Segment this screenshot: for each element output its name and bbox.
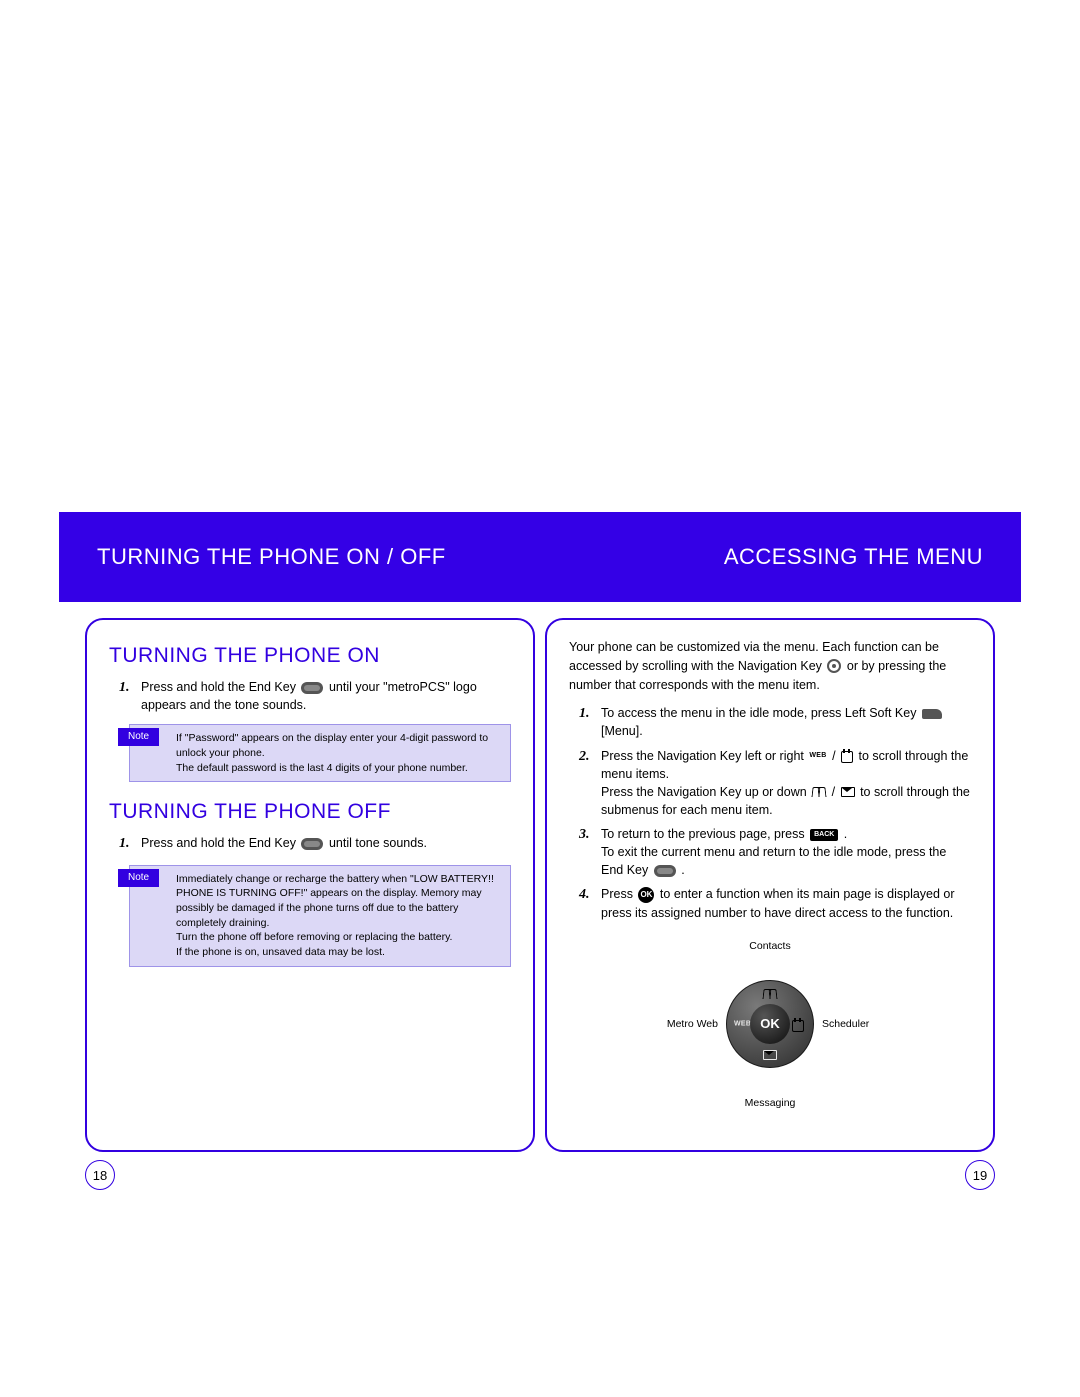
step-text: To return to the previous page, press BA…	[601, 825, 971, 879]
note-line: If the phone is on, unsaved data may be …	[176, 945, 500, 960]
step-text-a: To access the menu in the idle mode, pre…	[601, 706, 916, 720]
step-text: To access the menu in the idle mode, pre…	[601, 704, 971, 740]
step-number: 1.	[119, 834, 135, 854]
menu-step-3: 3. To return to the previous page, press…	[579, 825, 971, 879]
header-title-left: TURNING THE PHONE ON / OFF	[97, 544, 446, 570]
end-key-icon	[301, 682, 323, 694]
nav-label-metroweb: Metro Web	[667, 1018, 718, 1030]
note-box-battery: Note Immediately change or recharge the …	[129, 865, 511, 967]
page-number-19: 19	[965, 1160, 995, 1190]
menu-step-1: 1. To access the menu in the idle mode, …	[579, 704, 971, 740]
left-soft-key-icon	[922, 709, 942, 719]
step-phone-on-1: 1. Press and hold the End Key until your…	[119, 678, 511, 714]
nav-outer-ring: WEB OK	[726, 980, 814, 1068]
note-tab: Note	[118, 869, 159, 887]
step-text: Press and hold the End Key until your "m…	[141, 678, 511, 714]
section-title-phone-off: TURNING THE PHONE OFF	[109, 800, 511, 824]
header-title-right: ACCESSING THE MENU	[724, 544, 983, 570]
nav-glyph-scheduler-icon	[790, 1017, 806, 1031]
step-text-c: Press the Navigation Key up or down	[601, 785, 807, 799]
step-text-a: Press the Navigation Key left or right	[601, 749, 804, 763]
menu-step-4: 4. Press OK to enter a function when its…	[579, 885, 971, 921]
page-number-18: 18	[85, 1160, 115, 1190]
nav-label-scheduler: Scheduler	[822, 1018, 869, 1030]
note-line: Turn the phone off before removing or re…	[176, 930, 500, 945]
step-text-b: .	[844, 827, 847, 841]
step-number: 1.	[119, 678, 135, 698]
nav-label-messaging: Messaging	[745, 1097, 796, 1109]
web-icon: WEB	[809, 751, 826, 761]
note-line: If "Password" appears on the display ent…	[176, 731, 500, 760]
step-text-a: To return to the previous page, press	[601, 827, 805, 841]
nav-glyph-contacts-icon	[761, 987, 779, 1001]
step-text-a: Press and hold the End Key	[141, 836, 296, 850]
step-text-d: .	[681, 863, 684, 877]
nav-ok-button: OK	[750, 1004, 790, 1044]
step-phone-off-1: 1. Press and hold the End Key until tone…	[119, 834, 511, 854]
note-line: The default password is the last 4 digit…	[176, 761, 500, 776]
messaging-icon	[841, 787, 855, 797]
menu-step-2: 2. Press the Navigation Key left or righ…	[579, 747, 971, 820]
step-text-a: Press and hold the End Key	[141, 680, 296, 694]
note-box-password: Note If "Password" appears on the displa…	[129, 724, 511, 782]
nav-glyph-messaging-icon	[761, 1047, 779, 1061]
step-text: Press and hold the End Key until tone so…	[141, 834, 427, 852]
step-text: Press the Navigation Key left or right W…	[601, 747, 971, 820]
page-19-panel: Your phone can be customized via the men…	[545, 618, 995, 1152]
contacts-icon	[812, 787, 826, 798]
step-text: Press OK to enter a function when its ma…	[601, 885, 971, 921]
step-number: 1.	[579, 704, 595, 724]
step-text-c: To exit the current menu and return to t…	[601, 845, 946, 877]
step-number: 3.	[579, 825, 595, 845]
nav-key-diagram: Contacts Messaging Metro Web Scheduler W…	[680, 942, 860, 1107]
section-title-phone-on: TURNING THE PHONE ON	[109, 644, 511, 668]
intro-paragraph: Your phone can be customized via the men…	[569, 638, 971, 694]
page-header-bar: TURNING THE PHONE ON / OFF ACCESSING THE…	[59, 512, 1021, 602]
page-18-panel: TURNING THE PHONE ON 1. Press and hold t…	[85, 618, 535, 1152]
back-key-icon: BACK	[810, 829, 838, 841]
note-tab: Note	[118, 728, 159, 746]
step-text-a: Press	[601, 887, 633, 901]
nav-key-icon	[827, 659, 841, 673]
scheduler-icon	[841, 750, 853, 762]
ok-key-icon: OK	[638, 887, 654, 903]
step-text-b: until tone sounds.	[329, 836, 427, 850]
step-number: 2.	[579, 747, 595, 767]
nav-glyph-web-icon: WEB	[734, 1021, 751, 1028]
step-text-b: to enter a function when its main page i…	[601, 887, 955, 919]
end-key-icon	[654, 865, 676, 877]
end-key-icon	[301, 838, 323, 850]
note-line: Immediately change or recharge the batte…	[176, 872, 500, 931]
step-text-b: [Menu].	[601, 724, 643, 738]
nav-label-contacts: Contacts	[749, 940, 790, 952]
step-number: 4.	[579, 885, 595, 905]
